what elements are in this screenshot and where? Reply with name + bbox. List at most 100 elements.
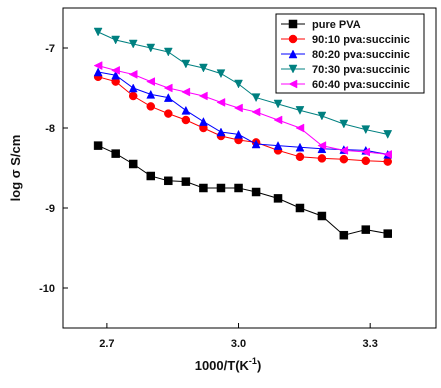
data-point — [361, 147, 371, 157]
data-point — [216, 127, 226, 137]
data-point — [163, 83, 173, 93]
data-point — [128, 39, 138, 49]
x-axis-label: 1000/T(K-1) — [195, 356, 262, 373]
data-point — [317, 211, 327, 221]
y-tick-label: -8 — [45, 123, 55, 135]
data-point — [295, 123, 305, 133]
data-point — [93, 141, 103, 150]
x-axis-label-close: ) — [257, 358, 261, 373]
data-point — [198, 91, 208, 101]
legend-entry: 60:40 pva:succinic — [281, 79, 410, 91]
data-point — [199, 183, 208, 193]
legend-label: 70:30 pva:succinic — [312, 64, 410, 76]
data-point — [163, 93, 173, 102]
data-point — [128, 91, 138, 101]
legend-entry: pure PVA — [281, 19, 361, 31]
data-point — [339, 119, 349, 129]
data-point — [128, 69, 138, 79]
x-axis-ticks: 2.7 3.0 3.3 — [99, 323, 378, 350]
data-point — [128, 159, 138, 169]
data-point — [93, 61, 103, 71]
data-point — [251, 139, 261, 149]
data-point — [383, 157, 392, 166]
x-axis-label-exponent: -1 — [249, 356, 257, 366]
data-point — [111, 70, 121, 80]
data-point — [146, 43, 156, 53]
x-tick-label: 2.7 — [99, 338, 114, 350]
data-point — [111, 35, 121, 45]
series — [93, 61, 392, 159]
data-point — [361, 125, 371, 135]
data-point — [93, 27, 103, 37]
data-point — [339, 230, 349, 240]
legend-entry: 90:10 pva:succinic — [281, 34, 410, 46]
legend-marker — [288, 64, 298, 74]
legend-entry: 70:30 pva:succinic — [281, 64, 410, 76]
series-line — [97, 145, 388, 236]
legend-label: pure PVA — [312, 19, 361, 31]
legend-marker — [288, 19, 298, 29]
data-point — [146, 171, 156, 181]
y-tick-label: -10 — [39, 283, 55, 295]
data-point — [181, 59, 191, 69]
data-point — [216, 69, 226, 79]
data-point — [163, 47, 173, 57]
series-layer — [93, 27, 393, 240]
series — [93, 141, 392, 240]
legend-marker — [288, 49, 298, 59]
y-tick-label: -9 — [45, 203, 55, 215]
data-point — [146, 77, 156, 87]
legend-label: 60:40 pva:succinic — [312, 79, 410, 91]
data-point — [317, 111, 327, 121]
legend-entry: 80:20 pva:succinic — [281, 49, 410, 61]
data-point — [199, 63, 208, 73]
data-point — [216, 97, 226, 107]
data-point — [93, 67, 103, 77]
legend: pure PVA 90:10 pva:succinic 80:20 pva:succ… — [275, 13, 425, 94]
data-point — [111, 65, 120, 75]
series-line — [97, 76, 388, 163]
data-point — [295, 142, 305, 152]
x-tick-label: 3.3 — [363, 338, 378, 350]
data-point — [273, 141, 283, 150]
y-tick-label: -7 — [45, 43, 55, 55]
x-axis-label-main: 1000/T( — [195, 358, 240, 373]
legend-marker — [288, 79, 298, 89]
data-point — [199, 117, 208, 126]
data-point — [361, 225, 371, 234]
data-point — [383, 229, 392, 238]
y-axis-label: log σ S/cm — [8, 135, 23, 202]
data-point — [361, 156, 371, 166]
data-point — [181, 115, 191, 125]
data-point — [146, 89, 156, 99]
data-point — [339, 145, 349, 155]
data-point — [234, 79, 243, 89]
data-point — [295, 106, 305, 115]
data-point — [317, 141, 327, 151]
data-point — [251, 93, 261, 103]
data-point — [164, 176, 173, 186]
data-point — [181, 177, 191, 186]
data-point — [216, 183, 226, 193]
data-point — [234, 183, 243, 193]
legend-label: 90:10 pva:succinic — [312, 34, 410, 46]
data-point — [295, 152, 305, 162]
plot-frame — [62, 7, 437, 329]
series — [93, 67, 393, 159]
data-point — [146, 102, 156, 111]
data-point — [233, 103, 243, 113]
data-point — [164, 109, 173, 118]
data-point — [317, 154, 327, 163]
legend-label: 80:20 pva:succinic — [312, 49, 410, 61]
series — [93, 27, 393, 139]
data-point — [251, 187, 261, 197]
legend-marker — [288, 34, 298, 44]
data-point — [234, 129, 243, 139]
series-line — [97, 65, 388, 155]
data-point — [273, 115, 283, 125]
x-axis-label-unit: K — [240, 358, 250, 373]
data-point — [273, 99, 283, 109]
data-point — [339, 154, 349, 164]
